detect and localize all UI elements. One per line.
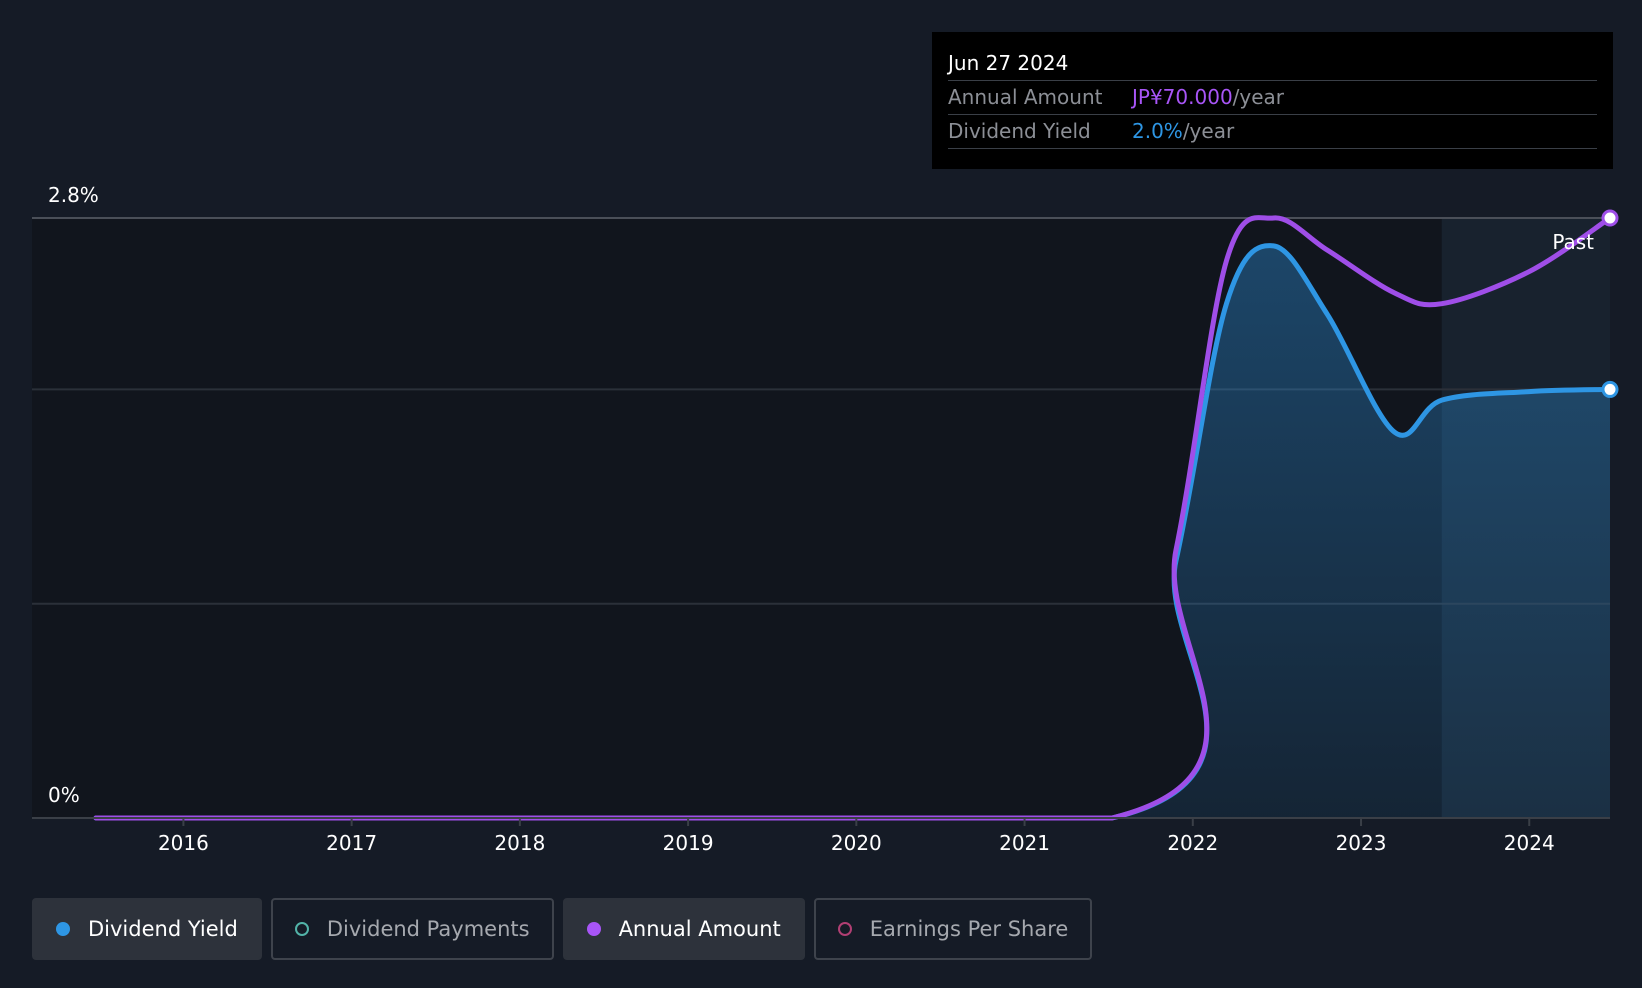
legend-item-dividend-payments[interactable]: Dividend Payments xyxy=(270,898,554,960)
tooltip-label: Dividend Yield xyxy=(948,119,1091,143)
tooltip-row-annual-amount: Annual Amount JP¥70.000 /year xyxy=(948,80,1597,114)
x-tick-label: 2022 xyxy=(1167,831,1218,855)
tooltip-value: 2.0% xyxy=(1132,119,1183,143)
legend-label: Dividend Yield xyxy=(88,917,238,941)
legend-item-earnings-per-share[interactable]: Earnings Per Share xyxy=(813,898,1093,960)
tooltip-row-dividend-yield: Dividend Yield 2.0% /year xyxy=(948,114,1597,149)
x-tick-label: 2021 xyxy=(999,831,1050,855)
legend: Dividend Yield Dividend Payments Annual … xyxy=(32,898,1093,960)
legend-dot-icon xyxy=(586,922,601,936)
y-max-label: 2.8% xyxy=(48,183,99,207)
tooltip-unit: /year xyxy=(1182,119,1235,143)
y-min-label: 0% xyxy=(48,783,80,807)
x-tick-label: 2018 xyxy=(494,831,545,855)
x-tick-label: 2023 xyxy=(1336,831,1387,855)
legend-label: Annual Amount xyxy=(618,917,781,941)
series-end-dot xyxy=(1601,380,1619,398)
legend-dot-icon xyxy=(56,922,70,936)
legend-ring-icon xyxy=(837,922,852,936)
x-tick-label: 2019 xyxy=(663,831,714,855)
series-end-dot xyxy=(1601,209,1619,227)
x-tick-label: 2017 xyxy=(326,831,377,855)
tooltip-date: Jun 27 2024 xyxy=(948,51,1069,75)
legend-item-dividend-yield[interactable]: Dividend Yield xyxy=(32,898,262,960)
dividend-yield-area xyxy=(95,245,1611,818)
x-tick-label: 2024 xyxy=(1504,831,1555,855)
legend-ring-icon xyxy=(294,922,309,936)
tooltip-label: Annual Amount xyxy=(948,85,1103,109)
past-label: Past xyxy=(1552,230,1594,254)
legend-item-annual-amount[interactable]: Annual Amount xyxy=(562,898,805,960)
tooltip: Jun 27 2024 Annual Amount JP¥70.000 /yea… xyxy=(932,32,1613,169)
x-tick-label: 2016 xyxy=(158,831,209,855)
legend-label: Dividend Payments xyxy=(326,917,530,941)
tooltip-unit: /year xyxy=(1232,85,1285,109)
tooltip-value: JP¥70.000 xyxy=(1132,85,1233,109)
legend-label: Earnings Per Share xyxy=(869,917,1069,941)
x-tick-label: 2020 xyxy=(831,831,882,855)
